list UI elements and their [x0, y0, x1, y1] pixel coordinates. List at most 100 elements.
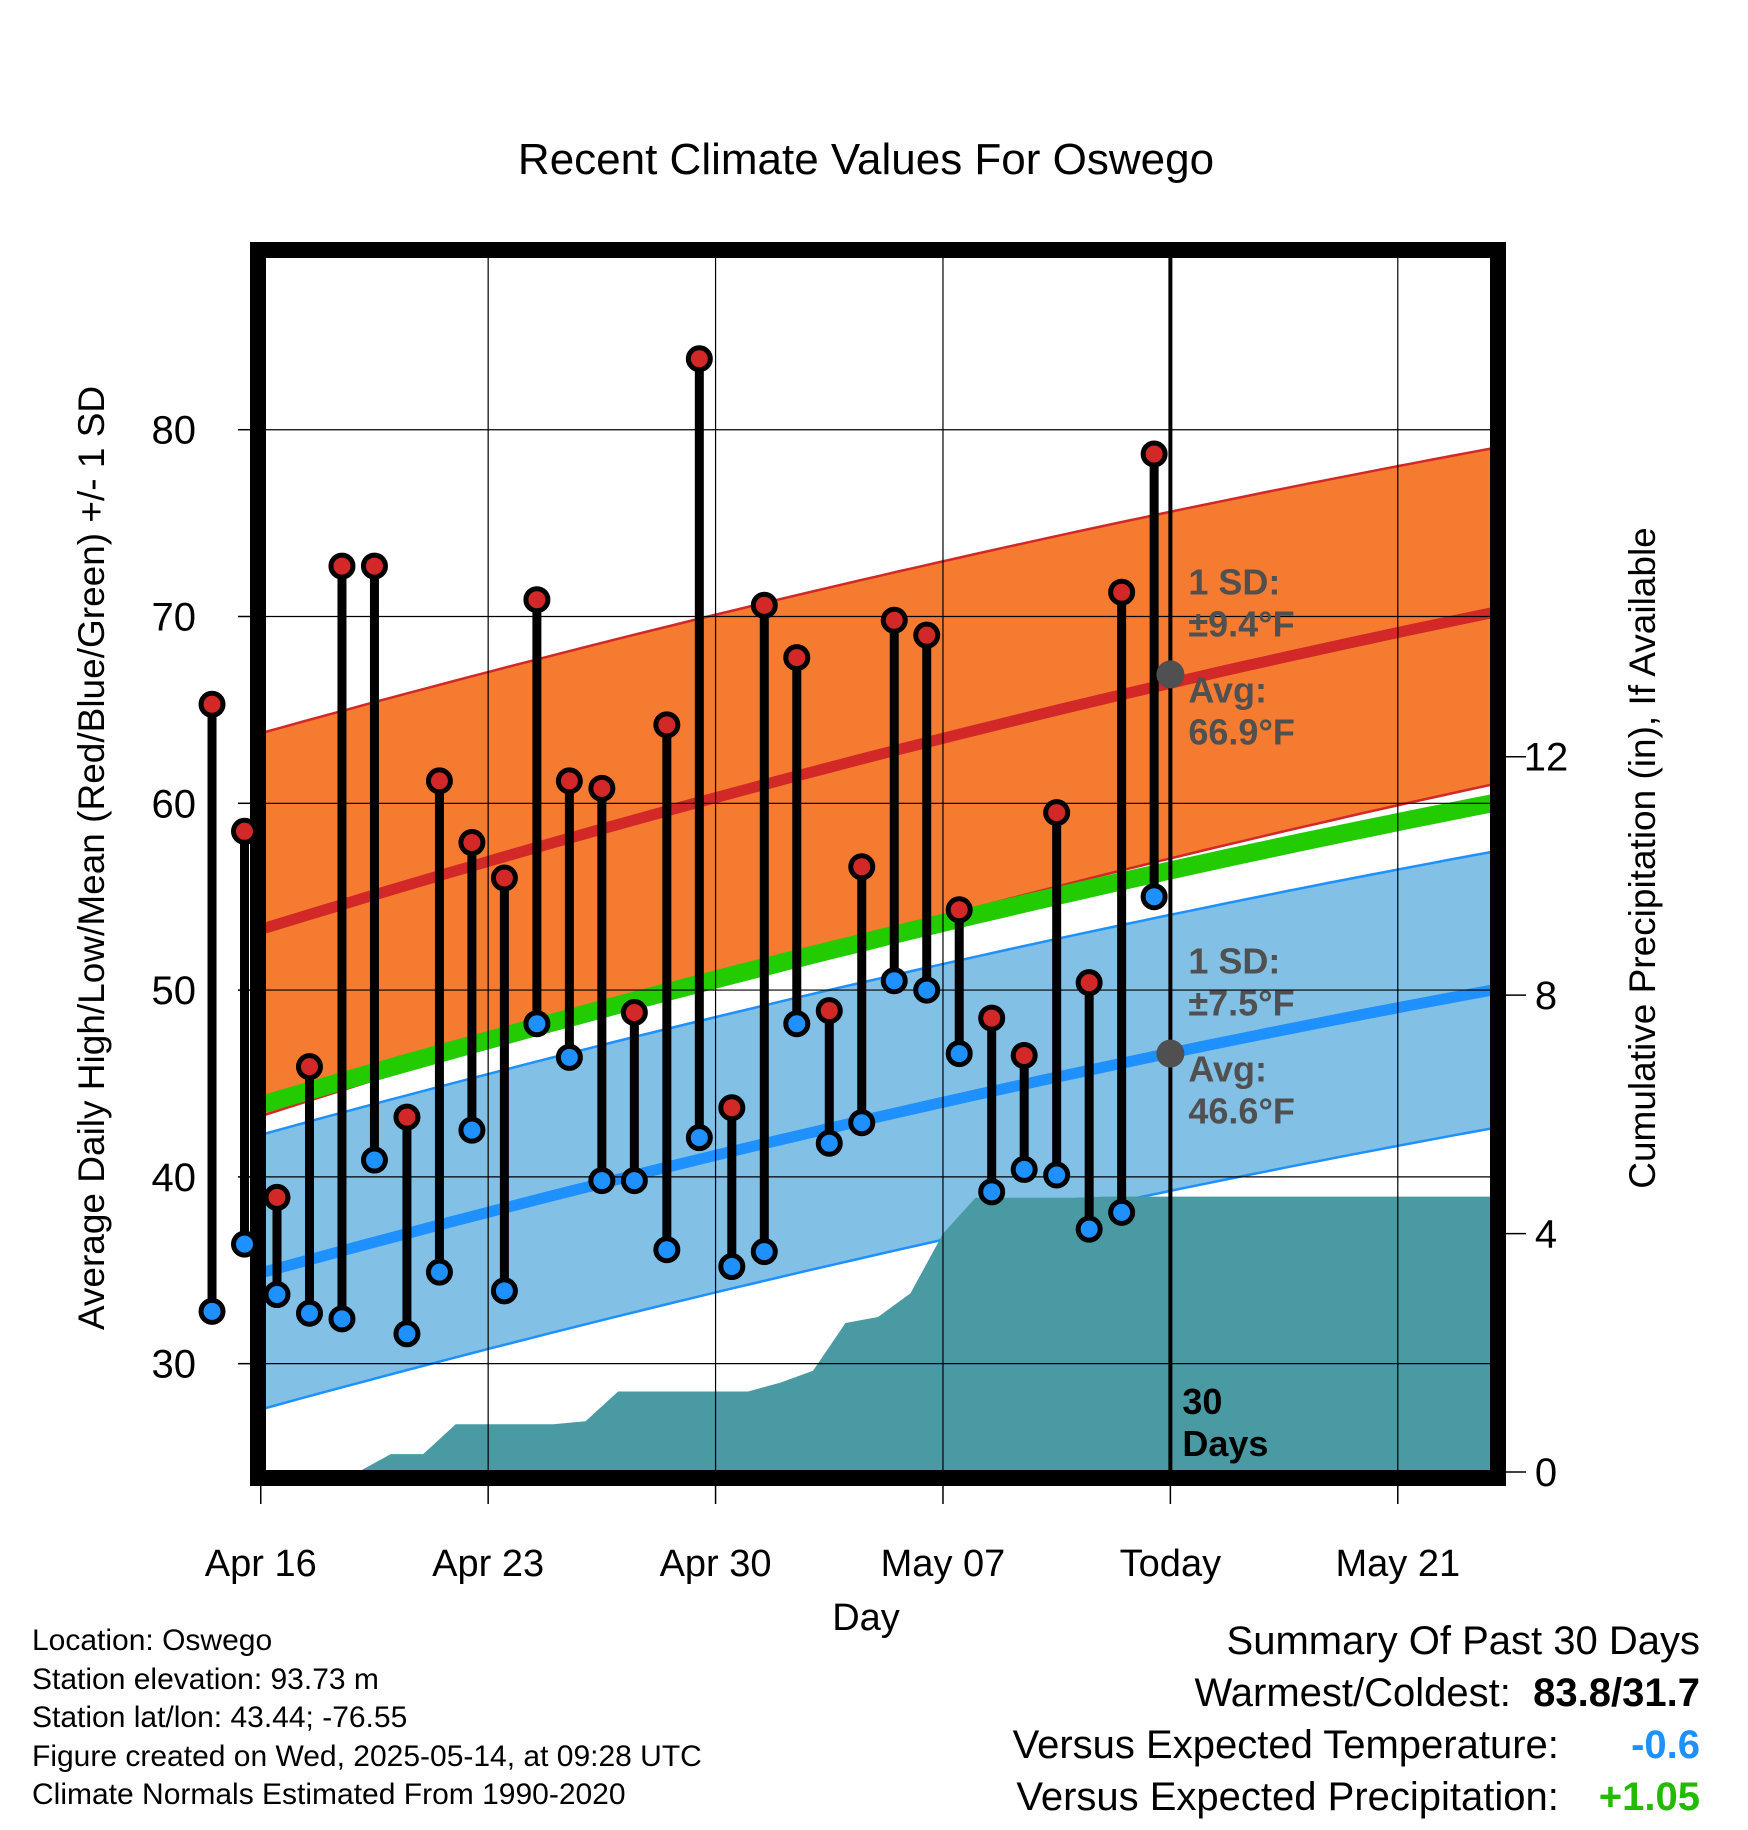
- low-point: [588, 1167, 616, 1195]
- summary-warmest-label: Warmest/Coldest:: [1194, 1671, 1511, 1715]
- x-axis-label: Day: [832, 1597, 900, 1639]
- x-tick-label-5: Today: [1120, 1543, 1221, 1585]
- low-point: [1010, 1155, 1038, 1183]
- station-info: Location: Oswego Station elevation: 93.7…: [32, 1622, 702, 1815]
- figure-created: Figure created on Wed, 2025-05-14, at 09…: [32, 1739, 702, 1773]
- high-avg-today-marker: [1156, 660, 1185, 689]
- low-point: [1075, 1215, 1103, 1243]
- x-tick-label-4: May 07: [881, 1543, 1006, 1585]
- low-point: [783, 1010, 811, 1038]
- high-sd-value: ±9.4°F: [1188, 603, 1294, 644]
- low-point: [750, 1238, 778, 1266]
- y2-axis-label: Cumulative Precipitation (in), If Availa…: [1622, 527, 1663, 1189]
- high-point: [1010, 1041, 1038, 1069]
- high-point: [750, 591, 778, 619]
- high-sd-band-upper-edge: [264, 447, 1492, 734]
- summary-temp-label: Versus Expected Temperature:: [1012, 1723, 1559, 1767]
- low-point: [555, 1043, 583, 1071]
- y-tick-label-50: 50: [152, 969, 197, 1013]
- high-point: [393, 1103, 421, 1131]
- high-point: [783, 644, 811, 672]
- summary-temp-value: -0.6: [1631, 1723, 1700, 1767]
- low-point: [328, 1305, 356, 1333]
- high-point: [490, 864, 518, 892]
- precipitation-area: [264, 1196, 1492, 1472]
- low-point: [231, 1230, 259, 1258]
- low-sd-band-lower-edge: [264, 1127, 1492, 1410]
- high-point: [1075, 969, 1103, 997]
- high-point: [1043, 799, 1071, 827]
- low-point: [1108, 1198, 1136, 1226]
- y2-tick-label-8: 8: [1535, 974, 1557, 1018]
- low-point: [1140, 883, 1168, 911]
- low-point: [523, 1010, 551, 1038]
- low-point: [620, 1167, 648, 1195]
- summary-precip-label: Versus Expected Precipitation:: [1016, 1775, 1559, 1819]
- summary-temp-row: Versus Expected Temperature: -0.6: [1012, 1723, 1700, 1778]
- station-latlon: Station lat/lon: 43.44; -76.55: [32, 1701, 408, 1734]
- x-tick-label-3: Apr 30: [660, 1543, 772, 1585]
- summary-title: Summary Of Past 30 Days: [1226, 1619, 1700, 1663]
- low-point: [880, 967, 908, 995]
- low-avg-label: Avg:: [1188, 1049, 1267, 1090]
- low-normal-line: [264, 984, 1492, 1278]
- high-point: [263, 1183, 291, 1211]
- summary-precip-row: Versus Expected Precipitation: +1.05: [1013, 1775, 1700, 1830]
- low-point: [815, 1129, 843, 1157]
- high-point: [685, 345, 713, 373]
- today-days-label-line1: 30: [1182, 1381, 1222, 1422]
- summary-warmest-row: Warmest/Coldest: 83.8/31.7: [1013, 1671, 1701, 1726]
- today-days-label-line2: Days: [1182, 1423, 1268, 1464]
- high-point: [588, 774, 616, 802]
- plot-frame: [250, 242, 1506, 1486]
- high-point: [1140, 440, 1168, 468]
- high-point: [718, 1094, 746, 1122]
- high-point: [295, 1053, 323, 1081]
- high-point: [945, 896, 973, 924]
- low-point: [978, 1178, 1006, 1206]
- high-point: [328, 552, 356, 580]
- low-point: [360, 1146, 388, 1174]
- x-tick-label-6: May 21: [1335, 1543, 1460, 1585]
- high-avg-value: 66.9°F: [1188, 711, 1294, 752]
- low-point: [1043, 1161, 1071, 1189]
- low-point: [653, 1236, 681, 1264]
- high-point: [815, 997, 843, 1025]
- low-avg-value: 46.6°F: [1188, 1091, 1294, 1132]
- x-tick-label-1: Apr 16: [205, 1543, 317, 1585]
- y-tick-label-40: 40: [152, 1156, 197, 1200]
- high-point: [978, 1004, 1006, 1032]
- low-sd-label: 1 SD:: [1188, 941, 1280, 982]
- high-point: [555, 767, 583, 795]
- low-point: [263, 1281, 291, 1309]
- low-point: [945, 1040, 973, 1068]
- low-point: [393, 1320, 421, 1348]
- high-point: [198, 690, 226, 718]
- high-point: [360, 552, 388, 580]
- low-sd-band: [264, 851, 1492, 1409]
- station-location: Location: Oswego: [32, 1624, 273, 1657]
- y2-tick-label-0: 0: [1535, 1451, 1557, 1495]
- high-point: [620, 998, 648, 1026]
- low-point: [490, 1277, 518, 1305]
- low-point: [458, 1116, 486, 1144]
- high-point: [1108, 578, 1136, 606]
- summary-warmest-value: 83.8/31.7: [1533, 1671, 1700, 1715]
- y-axis-label: Average Daily High/Low/Mean (Red/Blue/Gr…: [71, 386, 112, 1330]
- low-point: [913, 976, 941, 1004]
- low-avg-today-marker: [1156, 1039, 1185, 1068]
- summary-panel: Summary Of Past 30 Days Warmest/Coldest:…: [1012, 1619, 1701, 1830]
- high-sd-label: 1 SD:: [1188, 561, 1280, 602]
- summary-precip-value: +1.05: [1598, 1775, 1700, 1819]
- high-point: [653, 711, 681, 739]
- high-point: [523, 586, 551, 614]
- station-elevation: Station elevation: 93.73 m: [32, 1662, 379, 1696]
- x-tick-label-2: Apr 23: [432, 1543, 544, 1585]
- low-point: [425, 1258, 453, 1286]
- low-point: [848, 1109, 876, 1137]
- high-avg-label: Avg:: [1188, 669, 1267, 710]
- y-tick-label-80: 80: [152, 409, 197, 453]
- y2-tick-label-4: 4: [1535, 1213, 1557, 1257]
- low-sd-value: ±7.5°F: [1188, 983, 1294, 1024]
